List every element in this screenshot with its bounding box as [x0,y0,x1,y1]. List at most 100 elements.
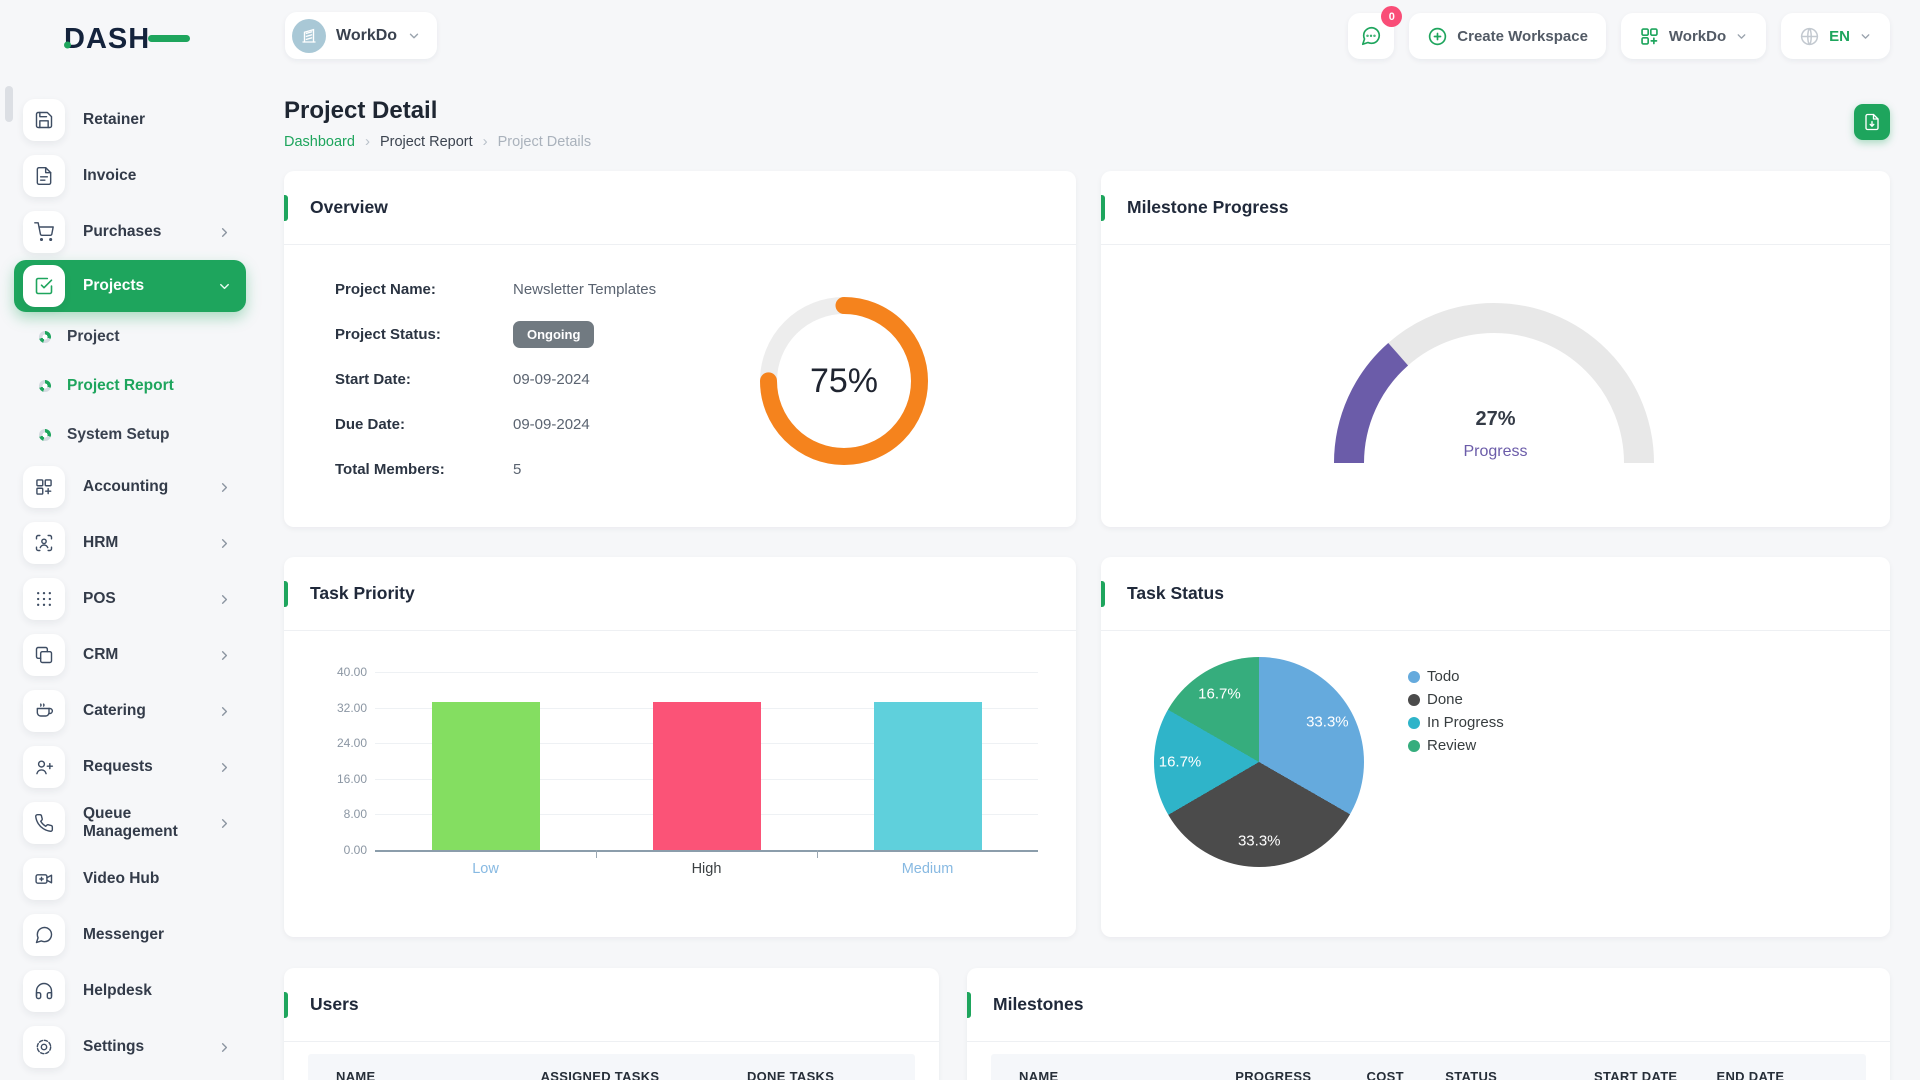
sidebar-item-pos[interactable]: POS [14,571,246,627]
column-header: NAME [1019,1068,1059,1080]
field-value: 09-09-2024 [513,416,590,433]
milestones-table: NAME PROGRESS COST STATUS START DATE END… [991,1054,1866,1080]
sidebar-item-messenger[interactable]: Messenger [14,907,246,963]
export-report-button[interactable] [1854,104,1890,140]
chevron-down-icon [1861,33,1870,39]
slice-label: 16.7% [1158,753,1202,771]
ytick: 0.00 [343,843,367,857]
chevron-right-icon [221,818,228,828]
field-label: Project Status: [335,326,441,343]
messenger-icon [23,914,65,956]
task-priority-bar-chart: 0.00 8.00 16.00 24.00 32.00 40.00 Low High Mediu… [284,631,1076,937]
sidebar-item-label: Purchases [83,223,162,240]
sidebar-item-helpdesk[interactable]: Helpdesk [14,963,246,1019]
sidebar-item-label: CRM [83,646,119,663]
field-project-name: Project Name: Newsletter Templates [335,267,656,312]
sidebar-item-label: Invoice [83,167,137,184]
breadcrumb-dashboard-link[interactable]: Dashboard [284,133,355,150]
card-title: Task Priority [310,583,415,603]
sidebar-item-invoice[interactable]: Invoice [14,148,246,204]
app-logo[interactable]: DASH [64,22,194,54]
milestone-gauge-chart [1324,288,1664,483]
chevron-down-icon [220,283,229,289]
sidebar-item-label: HRM [83,534,119,551]
card-accent-bar [967,992,971,1018]
sidebar-item-accounting[interactable]: Accounting [14,459,246,515]
column-header: NAME [336,1068,376,1080]
accounting-icon [23,466,65,508]
sidebar: Retainer Invoice Purchases Projects Proj… [14,92,246,1075]
sidebar-item-requests[interactable]: Requests [14,739,246,795]
sidebar-item-hrm[interactable]: HRM [14,515,246,571]
sidebar-scrollbar[interactable] [5,86,13,122]
field-label: Due Date: [335,416,406,433]
sidebar-item-projects[interactable]: Projects [14,260,246,312]
gridline axis-line [375,850,1038,852]
column-header: DONE TASKS [746,1068,835,1080]
helpdesk-icon [23,970,65,1012]
legend-item-in-progress[interactable]: In Progress [1408,713,1504,732]
sidebar-item-label: Catering [83,702,146,719]
sidebar-item-catering[interactable]: Catering [14,683,246,739]
slice-label: 33.3% [1306,713,1349,731]
milestones-card: Milestones NAME PROGRESS COST STATUS STA… [967,968,1890,1080]
purchases-icon [23,211,65,253]
legend-label: Review [1427,737,1477,754]
donut-center-value: 75% [809,361,879,400]
users-card: Users NAME ASSIGNED TASKS DONE TASKS [284,968,939,1080]
sidebar-item-settings[interactable]: Settings [14,1019,246,1075]
messages-button[interactable]: 0 [1348,6,1403,59]
legend-dot [1408,693,1420,706]
invoice-icon [23,155,65,197]
column-header: ASSIGNED TASKS [540,1068,660,1080]
card-title: Milestones [993,994,1084,1014]
sidebar-item-label: Video Hub [83,870,160,887]
legend-item-review[interactable]: Review [1408,736,1504,755]
cat: High [691,861,722,877]
sidebar-item-purchases[interactable]: Purchases [14,204,246,260]
bar [431,701,540,850]
bar [873,701,982,850]
gauge-label: Progress [1463,443,1528,460]
card-accent-bar [284,992,288,1018]
legend-item-done[interactable]: Done [1408,690,1504,709]
chat-badge: 0 [1381,6,1403,27]
queue-icon [23,802,65,844]
sidebar-item-retainer[interactable]: Retainer [14,92,246,148]
btick [596,850,597,858]
requests-icon [23,746,65,788]
crm-icon [23,634,65,676]
sidebar-item-crm[interactable]: CRM [14,627,246,683]
breadcrumb-project-report-link[interactable]: Project Report [379,133,473,150]
app-switcher-button[interactable]: WorkDo [1620,13,1767,59]
sidebar-item-queue-management[interactable]: Queue Management [14,795,246,851]
workspace-selector[interactable]: WorkDo [285,12,438,59]
sidebar-item-label: Helpdesk [83,982,152,999]
logo-text: DASH [64,23,150,54]
sidebar-subitem-project[interactable]: Project [14,312,246,361]
progress-ring-icon [39,379,51,392]
overview-card-header: Overview [284,171,1076,245]
ytick: 32.00 [336,700,367,715]
sidebar-item-label: Messenger [83,926,164,943]
sidebar-item-label: Accounting [83,478,169,495]
milestones-table-header: NAME PROGRESS COST STATUS START DATE END… [991,1054,1866,1080]
legend-item-todo[interactable]: Todo [1408,667,1504,686]
catering-icon [23,690,65,732]
status-badge: Ongoing [513,321,595,348]
column-header: START DATE [1594,1068,1678,1080]
field-value: Newsletter Templates [513,281,657,298]
ytick: 8.00 [343,807,367,822]
users-card-header: Users [284,968,939,1042]
legend-dot [1408,670,1420,683]
overview-fields: Project Name: Newsletter Templates Proje… [335,267,656,492]
btick [817,850,818,858]
column-header: STATUS [1445,1068,1498,1080]
card-title: Users [310,994,359,1014]
sidebar-item-video-hub[interactable]: Video Hub [14,851,246,907]
sidebar-subitem-project-report[interactable]: Project Report [14,361,246,410]
language-selector[interactable]: EN [1781,13,1890,59]
sidebar-subitem-system-setup[interactable]: System Setup [14,410,246,459]
gridline [375,672,1038,673]
create-workspace-button[interactable]: Create Workspace [1409,13,1606,59]
